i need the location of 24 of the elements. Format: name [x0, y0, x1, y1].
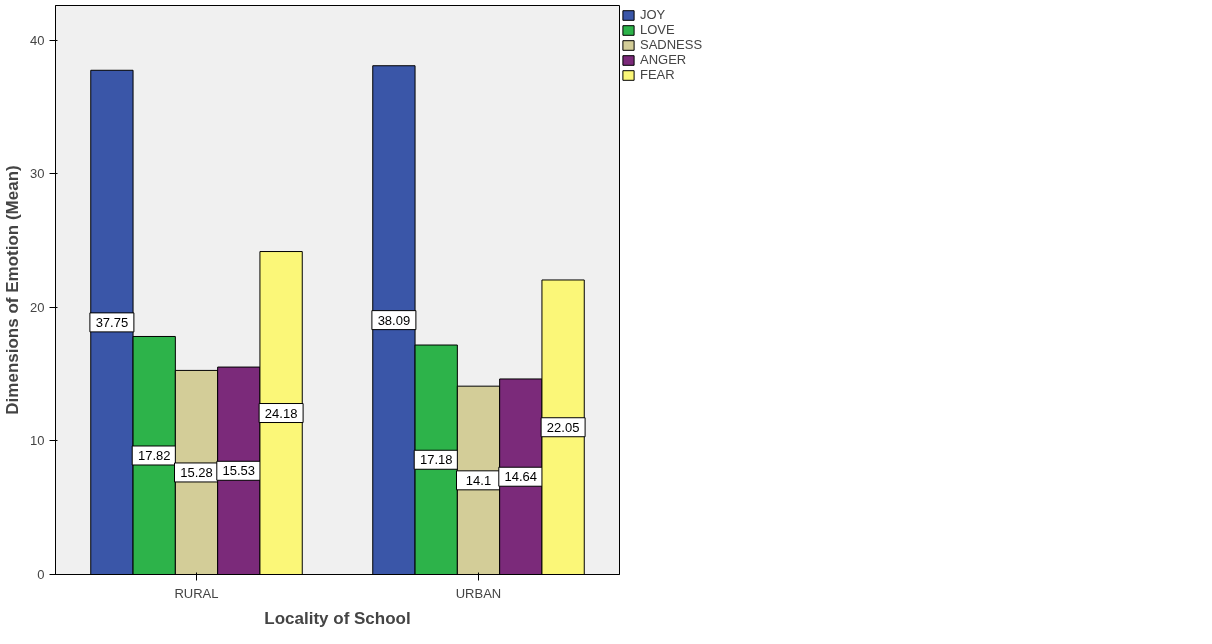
y-tick-label: 0: [37, 567, 45, 582]
data-label: 14.1: [465, 472, 492, 488]
data-label: 15.53: [222, 463, 256, 479]
y-tick-label: 10: [30, 433, 45, 449]
data-label: 38.09: [377, 312, 411, 328]
data-label: 22.05: [546, 419, 580, 435]
legend-label: LOVE: [640, 22, 675, 37]
legend-label: FEAR: [640, 67, 675, 82]
legend-label: JOY: [640, 7, 666, 22]
y-tick-label: 20: [30, 299, 45, 315]
y-axis-title: Dimensions of Emotion (Mean): [3, 165, 23, 415]
y-tick-label: 40: [30, 32, 45, 48]
x-axis-title: Locality of School: [264, 608, 411, 628]
data-label: 17.82: [137, 447, 171, 463]
x-tick-label: RURAL: [174, 585, 219, 601]
legend-label: SADNESS: [640, 37, 703, 52]
data-label: 24.18: [264, 405, 298, 421]
data-label: 15.28: [180, 464, 213, 480]
data-label: 17.18: [419, 452, 453, 468]
data-label: 37.75: [95, 314, 129, 330]
data-label: 14.64: [504, 469, 538, 485]
legend-label: ANGER: [640, 52, 687, 67]
x-tick-label: URBAN: [455, 585, 502, 601]
y-tick-label: 30: [30, 166, 45, 182]
